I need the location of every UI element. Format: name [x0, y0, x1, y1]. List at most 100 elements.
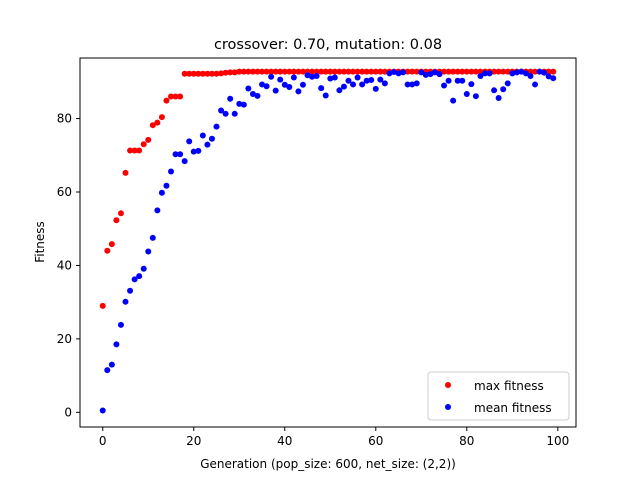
point-mean-fitness [359, 81, 366, 88]
point-max-fitness [131, 147, 138, 154]
point-max-fitness [104, 247, 111, 254]
x-axis-label: Generation (pop_size: 600, net_size: (2,… [200, 457, 456, 471]
point-mean-fitness [322, 92, 329, 99]
point-max-fitness [190, 70, 197, 77]
point-max-fitness [277, 68, 284, 75]
point-mean-fitness [486, 70, 493, 77]
point-mean-fitness [368, 77, 375, 84]
point-max-fitness [295, 68, 302, 75]
point-mean-fitness [481, 70, 488, 77]
point-max-fitness [459, 68, 466, 75]
point-max-fitness [254, 68, 261, 75]
point-max-fitness [236, 68, 243, 75]
point-mean-fitness [318, 85, 325, 92]
point-mean-fitness [340, 83, 347, 90]
point-max-fitness [122, 169, 129, 176]
point-mean-fitness [181, 158, 188, 165]
point-max-fitness [340, 68, 347, 75]
point-mean-fitness [463, 90, 470, 97]
point-mean-fitness [545, 73, 552, 80]
point-max-fitness [213, 70, 220, 77]
legend-label-max-fitness: max fitness [474, 379, 544, 393]
point-max-fitness [240, 68, 247, 75]
point-mean-fitness [163, 182, 170, 189]
point-mean-fitness [272, 87, 279, 94]
point-mean-fitness [222, 110, 229, 117]
point-mean-fitness [299, 81, 306, 88]
point-max-fitness [158, 114, 165, 121]
point-max-fitness [336, 68, 343, 75]
point-mean-fitness [277, 76, 284, 83]
point-mean-fitness [286, 84, 293, 91]
point-max-fitness [163, 97, 170, 104]
point-max-fitness [354, 68, 361, 75]
point-mean-fitness [99, 407, 106, 414]
point-mean-fitness [327, 75, 334, 82]
point-mean-fitness [550, 75, 557, 82]
point-mean-fitness [295, 88, 302, 95]
point-mean-fitness [281, 81, 288, 88]
point-max-fitness [186, 70, 193, 77]
point-max-fitness [504, 68, 511, 75]
point-mean-fitness [395, 70, 402, 77]
point-mean-fitness [104, 367, 111, 374]
x-tick-label: 80 [459, 434, 474, 448]
point-mean-fitness [500, 86, 507, 93]
point-mean-fitness [113, 341, 120, 348]
point-mean-fitness [331, 74, 338, 81]
point-max-fitness [454, 68, 461, 75]
point-max-fitness [145, 136, 152, 143]
point-mean-fitness [168, 168, 175, 175]
point-max-fitness [413, 68, 420, 75]
point-max-fitness [527, 68, 534, 75]
point-mean-fitness [386, 70, 393, 77]
point-mean-fitness [491, 87, 498, 94]
point-max-fitness [331, 68, 338, 75]
point-max-fitness [327, 68, 334, 75]
point-mean-fitness [413, 80, 420, 87]
point-max-fitness [195, 70, 202, 77]
point-max-fitness [409, 68, 416, 75]
point-max-fitness [140, 141, 147, 148]
point-mean-fitness [350, 81, 357, 88]
point-mean-fitness [290, 74, 297, 81]
x-tick-label: 60 [368, 434, 383, 448]
point-max-fitness [313, 68, 320, 75]
point-mean-fitness [477, 72, 484, 79]
legend-marker-mean-fitness [445, 404, 451, 410]
point-max-fitness [404, 68, 411, 75]
point-mean-fitness [450, 97, 457, 104]
point-max-fitness [245, 68, 252, 75]
point-max-fitness [363, 68, 370, 75]
point-mean-fitness [509, 70, 516, 77]
point-mean-fitness [495, 95, 502, 102]
point-mean-fitness [213, 123, 220, 130]
y-tick-label: 40 [57, 258, 72, 272]
point-mean-fitness [336, 87, 343, 94]
point-max-fitness [477, 68, 484, 75]
point-max-fitness [259, 68, 266, 75]
point-max-fitness [472, 68, 479, 75]
point-max-fitness [249, 68, 256, 75]
point-mean-fitness [372, 85, 379, 92]
legend-marker-max-fitness [445, 382, 451, 388]
x-tick-label: 20 [186, 434, 201, 448]
point-mean-fitness [259, 81, 266, 88]
ticks-layer: 0 20 40 60 80 100 0 20 40 60 80 [57, 112, 570, 448]
point-max-fitness [199, 70, 206, 77]
x-tick-label: 100 [546, 434, 569, 448]
point-max-fitness [218, 70, 225, 77]
point-max-fitness [263, 68, 270, 75]
point-mean-fitness [304, 72, 311, 79]
point-max-fitness [281, 68, 288, 75]
point-mean-fitness [263, 83, 270, 90]
point-max-fitness [322, 68, 329, 75]
x-tick-label: 0 [99, 434, 107, 448]
point-max-fitness [136, 147, 143, 154]
point-mean-fitness [377, 76, 384, 83]
point-max-fitness [204, 70, 211, 77]
point-mean-fitness [409, 81, 416, 88]
point-mean-fitness [117, 321, 124, 328]
point-max-fitness [468, 68, 475, 75]
